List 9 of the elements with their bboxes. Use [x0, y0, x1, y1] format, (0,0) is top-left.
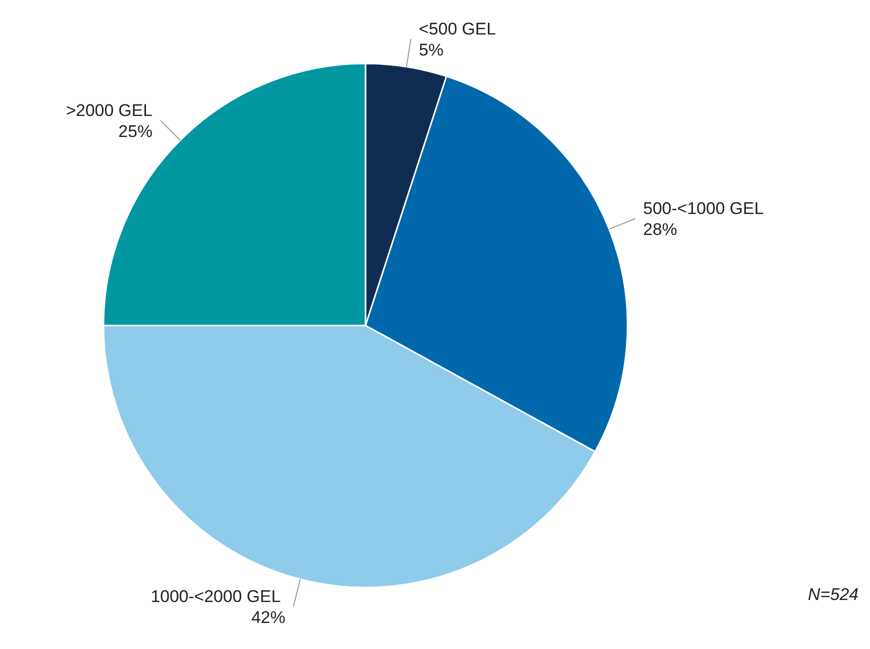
slice-label: <500 GEL [418, 20, 496, 39]
data-label: 25% [118, 122, 152, 141]
data-label: 28% [643, 220, 678, 240]
slice-label: 500-<1000 GEL [643, 199, 764, 218]
slice-label: 1000-<2000 GEL [150, 586, 281, 606]
text: N=524 [808, 585, 859, 604]
data-label: 42% [251, 608, 286, 627]
data-label: 5% [418, 40, 444, 60]
slice-label: >2000 GEL [66, 100, 152, 120]
